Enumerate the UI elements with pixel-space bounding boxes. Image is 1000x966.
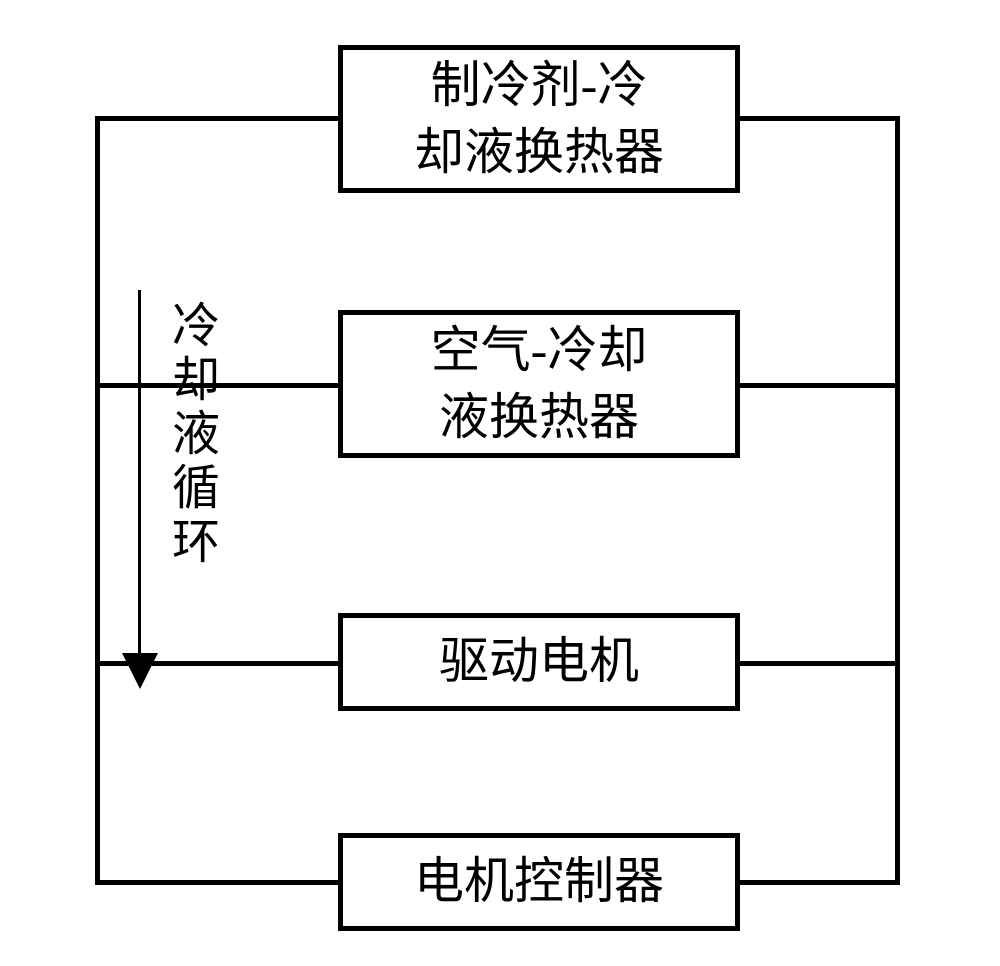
right-connector-box2 [740, 383, 900, 388]
right-connector-box1 [740, 116, 900, 121]
flow-arrow-shaft [138, 290, 141, 655]
box2-line2: 液换热器 [439, 389, 639, 445]
left-connector-box1 [95, 116, 338, 121]
motor-controller-box: 电机控制器 [338, 833, 740, 931]
left-connector-box4 [95, 880, 338, 885]
box4-text: 电机控制器 [414, 848, 664, 916]
box1-line1: 制冷剂-冷 [431, 57, 648, 113]
air-coolant-exchanger-box: 空气-冷却 液换热器 [338, 310, 740, 458]
flow-label: 冷却液循环 [155, 300, 225, 570]
right-connector-box4 [740, 880, 900, 885]
drive-motor-box: 驱动电机 [338, 613, 740, 711]
left-bus-line [95, 116, 100, 885]
right-connector-box3 [740, 661, 900, 666]
box1-line2: 却液换热器 [414, 124, 664, 180]
refrigerant-coolant-exchanger-box: 制冷剂-冷 却液换热器 [338, 45, 740, 193]
right-bus-line [895, 116, 900, 885]
box2-line1: 空气-冷却 [431, 322, 648, 378]
box3-text: 驱动电机 [439, 628, 639, 696]
flow-arrow-head [122, 653, 158, 689]
